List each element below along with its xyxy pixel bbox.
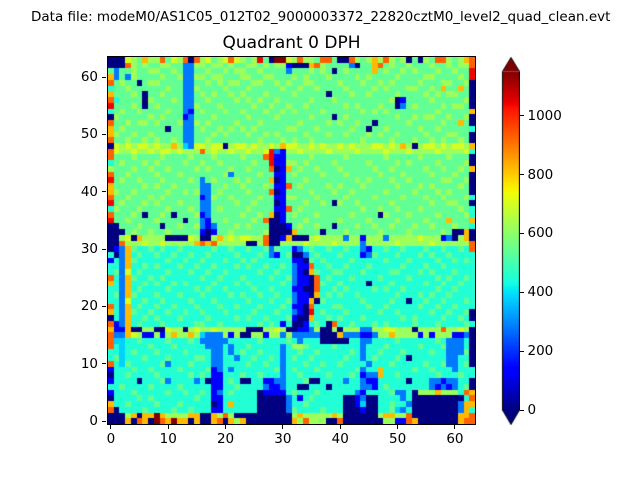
axes-frame [107,56,476,425]
y-tick-mark [102,133,106,135]
x-tick-label: 40 [331,431,349,447]
x-tick-mark [167,425,169,429]
x-tick-mark [339,425,341,429]
x-tick-mark [397,425,399,429]
colorbar-tick-mark [519,232,524,234]
y-tick-label: 20 [80,298,98,315]
colorbar-tick-label: 1000 [527,107,562,124]
colorbar-tick-label: 200 [527,343,554,360]
y-tick-label: 30 [80,241,98,258]
y-tick-mark [102,420,106,422]
y-tick-mark [102,248,106,250]
colorbar-tick-label: 800 [527,166,554,183]
colorbar-tick-label: 400 [527,284,554,301]
x-tick-mark [282,425,284,429]
colorbar-tick-mark [519,174,524,176]
x-tick-mark [454,425,456,429]
colorbar-tick-mark [519,291,524,293]
x-tick-label: 20 [216,431,235,447]
y-tick-label: 40 [80,183,98,200]
colorbar-tick-label: 600 [527,225,554,242]
x-tick-label: 0 [106,431,116,447]
y-tick-label: 0 [89,413,98,430]
colorbar-tick-mark [519,409,524,411]
colorbar-tick-mark [519,115,524,117]
y-tick-label: 60 [80,69,98,86]
x-tick-label: 60 [446,431,464,447]
heatmap [108,57,475,424]
colorbar-tick-label: 0 [527,402,537,418]
colorbar [501,56,520,426]
y-tick-label: 50 [80,126,98,143]
y-tick-mark [102,76,106,78]
y-tick-mark [102,363,106,365]
x-tick-label: 10 [159,431,177,447]
colorbar-tick-mark [519,350,524,352]
plot-title: Quadrant 0 DPH [222,33,361,53]
y-tick-mark [102,191,106,193]
x-tick-mark [110,425,112,429]
x-tick-mark [225,425,227,429]
y-tick-mark [102,305,106,307]
data-file-label: Data file: modeM0/AS1C05_012T02_90000033… [31,9,611,25]
x-tick-label: 50 [388,431,407,447]
y-tick-label: 10 [80,355,98,372]
x-tick-label: 30 [274,431,292,447]
